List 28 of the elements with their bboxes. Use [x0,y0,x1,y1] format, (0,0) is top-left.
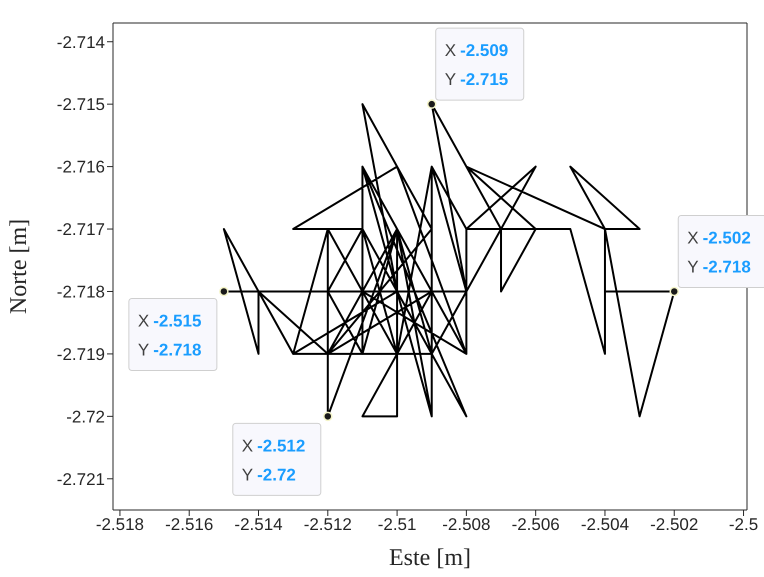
x-tick-label: -2.502 [650,515,698,534]
annotation: X -2.512 Y -2.72 [242,436,306,484]
y-tick-label: -2.721 [56,470,105,489]
point [219,286,229,296]
y-tick-label: -2.717 [56,220,105,240]
x-tick-label: -2.516 [165,515,214,534]
x-axis-title: Este [m] [389,545,471,571]
x-tick-label: -2.51 [378,515,416,534]
x-tick-label: -2.5 [728,515,758,534]
x-tick-label: -2.514 [234,515,283,534]
x-tick-label: -2.518 [96,515,144,534]
annotation: X -2.502 Y -2.718 [687,228,751,276]
x-tick-label: -2.504 [580,515,630,534]
x-tick-label: -2.512 [304,515,352,534]
annotation: X -2.509 Y -2.715 [444,41,508,90]
y-tick-label: -2.719 [56,344,105,364]
x-tick-label: -2.506 [512,515,560,534]
y-tick-label: -2.716 [56,158,105,177]
point [669,286,679,296]
y-tick-label: -2.718 [56,282,105,302]
y-tick-label: -2.72 [66,407,105,426]
y-axis-title: Norte [m] [6,218,32,314]
point [426,99,436,109]
x-tick-label: -2.508 [442,515,490,534]
y-tick-label: -2.714 [56,32,105,52]
point [323,412,333,422]
y-tick-label: -2.715 [56,95,105,114]
annotation: X -2.515 Y -2.718 [138,311,202,360]
